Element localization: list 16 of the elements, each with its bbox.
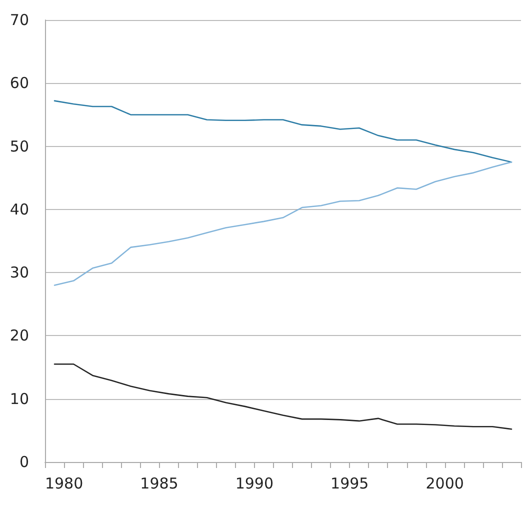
line-series xyxy=(54,100,512,163)
line-series xyxy=(54,161,512,286)
y-tick-label: 40 xyxy=(10,200,29,218)
y-tick-label: 20 xyxy=(10,326,29,345)
line-series xyxy=(54,363,512,430)
y-tick-label: 70 xyxy=(10,11,29,29)
y-tick-label: 0 xyxy=(19,453,29,471)
x-tick-label: 1980 xyxy=(44,474,84,492)
x-tick-label: 1990 xyxy=(235,474,274,492)
y-tick-label: 10 xyxy=(10,390,29,408)
x-tick-label: 2000 xyxy=(426,474,464,492)
x-tick-label: 1985 xyxy=(140,474,178,492)
x-tick-label: 1995 xyxy=(330,474,369,492)
y-tick-label: 50 xyxy=(10,137,29,156)
y-tick-label: 30 xyxy=(10,264,29,282)
y-tick-label: 60 xyxy=(10,74,29,92)
